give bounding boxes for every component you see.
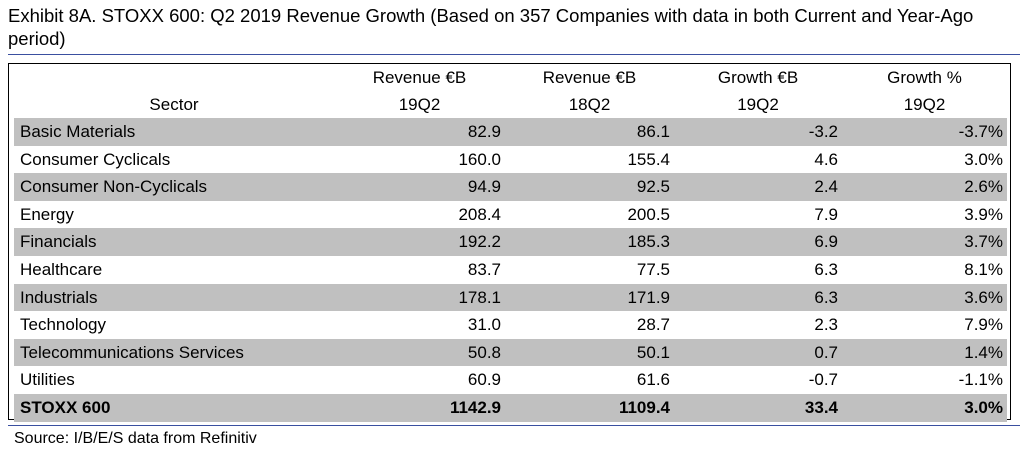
header-revenue-18q2-label: Revenue €B: [542, 68, 637, 87]
growth-pct-cell: -1.1%: [958, 370, 1003, 390]
table-row: Industrials 178.1 171.9 6.3 3.6%: [14, 283, 1007, 312]
growth-pct-cell: 1.4%: [842, 338, 1007, 367]
revenue-19q2-cell: 178.1: [334, 283, 505, 312]
exhibit-title: Exhibit 8A. STOXX 600: Q2 2019 Revenue G…: [8, 5, 974, 49]
growth-eur-cell: 6.3: [674, 283, 842, 312]
revenue-19q2-cell: 160.0: [458, 149, 501, 169]
growth-pct-cell: 8.1%: [964, 259, 1003, 279]
source-note: Source: I/B/E/S data from Refinitiv: [14, 430, 257, 447]
revenue-18q2-cell: 50.1: [505, 338, 674, 367]
table-header: Revenue €B Revenue €B Growth €B Growth %…: [14, 64, 1007, 118]
table-body: Basic Materials 82.9 86.1 -3.2 -3.7% Con…: [14, 118, 1007, 422]
header-row-1: Revenue €B Revenue €B Growth €B Growth %: [14, 64, 1007, 91]
revenue-18q2-cell: 61.6: [636, 370, 670, 390]
revenue-19q2-cell: 192.2: [334, 228, 505, 256]
sector-cell: Industrials: [14, 283, 334, 312]
revenue-18q2-cell: 185.3: [505, 228, 674, 256]
sector-cell: Consumer Cyclicals: [20, 149, 171, 169]
revenue-18q2-cell: 92.5: [505, 173, 674, 201]
sector-cell: Financials: [14, 228, 334, 256]
growth-pct-cell: 3.0%: [964, 149, 1003, 169]
revenue-18q2-cell: 77.5: [636, 259, 670, 279]
header-growth-pct-period: 19Q2: [903, 95, 946, 114]
growth-eur-cell: 4.6: [814, 149, 838, 169]
sector-cell: Energy: [20, 204, 74, 224]
table-row: Healthcare 83.7 77.5 6.3 8.1%: [14, 256, 1007, 284]
table-row: Consumer Non-Cyclicals 94.9 92.5 2.4 2.6…: [14, 173, 1007, 201]
header-blank: [14, 64, 334, 91]
growth-eur-cell: 6.9: [674, 228, 842, 256]
revenue-18q2-cell: 86.1: [505, 118, 674, 146]
header-revenue-19q2-label: Revenue €B: [372, 68, 467, 87]
revenue-19q2-cell: 60.9: [467, 370, 501, 390]
header-growth-eur-label: Growth €B: [717, 68, 799, 87]
growth-eur-cell: -0.7: [808, 370, 838, 390]
growth-pct-cell: 7.9%: [964, 315, 1003, 335]
revenue-19q2-cell: 208.4: [458, 204, 501, 224]
revenue-18q2-cell: 28.7: [636, 315, 670, 335]
revenue-18q2-cell: 171.9: [505, 283, 674, 312]
growth-eur-cell: -3.2: [674, 118, 842, 146]
sector-cell: Utilities: [20, 370, 75, 390]
total-revenue-18q2-cell: 1109.4: [505, 393, 674, 422]
sector-cell: Consumer Non-Cyclicals: [14, 173, 334, 201]
revenue-18q2-cell: 155.4: [627, 149, 670, 169]
revenue-19q2-cell: 83.7: [467, 259, 501, 279]
table-row: Technology 31.0 28.7 2.3 7.9%: [14, 311, 1007, 339]
total-revenue-19q2-cell: 1142.9: [334, 393, 505, 422]
source-divider: [8, 425, 1020, 426]
sector-cell: Basic Materials: [14, 118, 334, 146]
sector-cell: Telecommunications Services: [14, 338, 334, 367]
title-divider: [8, 54, 1020, 55]
header-revenue-18q2-period: 18Q2: [568, 95, 611, 114]
revenue-19q2-cell: 82.9: [334, 118, 505, 146]
table-row: Energy 208.4 200.5 7.9 3.9%: [14, 201, 1007, 229]
revenue-19q2-cell: 31.0: [467, 315, 501, 335]
revenue-19q2-cell: 50.8: [334, 338, 505, 367]
growth-eur-cell: 2.4: [674, 173, 842, 201]
revenue-19q2-cell: 94.9: [334, 173, 505, 201]
growth-eur-cell: 0.7: [674, 338, 842, 367]
total-growth-pct-cell: 3.0%: [842, 393, 1007, 422]
header-sector: Sector: [149, 95, 199, 114]
table-row: Utilities 60.9 61.6 -0.7 -1.1%: [14, 366, 1007, 394]
table-row: Basic Materials 82.9 86.1 -3.2 -3.7%: [14, 118, 1007, 146]
growth-pct-cell: 3.7%: [842, 228, 1007, 256]
sector-cell: Technology: [20, 315, 107, 335]
growth-pct-cell: -3.7%: [842, 118, 1007, 146]
revenue-18q2-cell: 200.5: [627, 204, 670, 224]
table-row: Financials 192.2 185.3 6.9 3.7%: [14, 228, 1007, 256]
growth-eur-cell: 6.3: [814, 259, 838, 279]
revenue-growth-table: Revenue €B Revenue €B Growth €B Growth %…: [14, 64, 1007, 422]
table-row: Consumer Cyclicals 160.0 155.4 4.6 3.0%: [14, 146, 1007, 174]
sector-cell: Healthcare: [20, 259, 103, 279]
table-row: Telecommunications Services 50.8 50.1 0.…: [14, 338, 1007, 367]
growth-pct-cell: 3.6%: [842, 283, 1007, 312]
total-growth-eur-cell: 33.4: [674, 393, 842, 422]
growth-pct-cell: 2.6%: [842, 173, 1007, 201]
total-sector-cell: STOXX 600: [14, 393, 334, 422]
growth-pct-cell: 3.9%: [964, 204, 1003, 224]
header-row-2: Sector 19Q2 18Q2 19Q2 19Q2: [14, 91, 1007, 118]
growth-eur-cell: 7.9: [814, 204, 838, 224]
header-growth-eur-period: 19Q2: [737, 95, 779, 114]
total-row: STOXX 600 1142.9 1109.4 33.4 3.0%: [14, 393, 1007, 422]
growth-eur-cell: 2.3: [814, 315, 838, 335]
header-revenue-19q2-period: 19Q2: [398, 95, 441, 114]
header-growth-pct-label: Growth %: [887, 68, 962, 87]
